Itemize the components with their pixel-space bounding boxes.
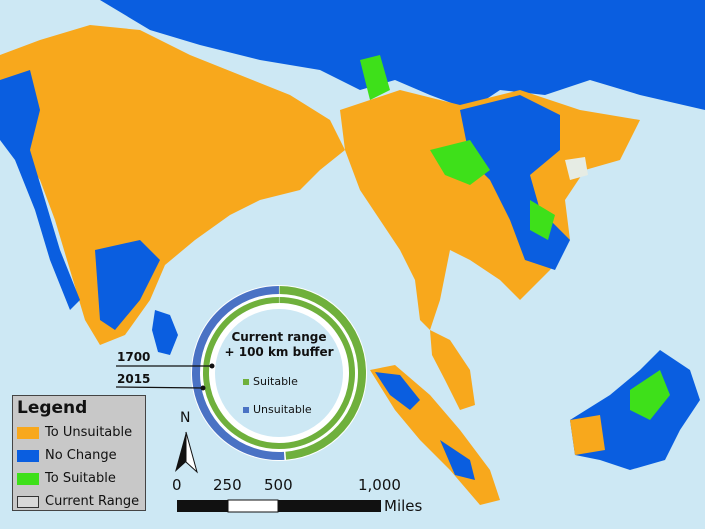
- region-india-blue-west: [0, 70, 80, 310]
- scale-unit: Miles: [384, 497, 423, 515]
- swatch: [17, 495, 39, 508]
- region-sri-lanka: [152, 310, 178, 355]
- scale-bar-seg-1: [177, 500, 228, 512]
- scale-bar-seg-2: [227, 499, 279, 513]
- region-india-blue-south: [95, 240, 160, 330]
- unsuitable-swatch: [243, 406, 249, 413]
- donut-legend-unsuitable: Unsuitable: [243, 403, 312, 416]
- year-label-1700: 1700: [117, 350, 151, 364]
- ring-2015-unsuitable-arc: [192, 286, 285, 460]
- legend-item-to-suitable: To Suitable: [17, 467, 141, 490]
- region-india: [0, 25, 345, 345]
- donut-title-line2: + 100 km buffer: [224, 345, 334, 359]
- region-borneo-orange: [570, 415, 605, 455]
- scale-tick-500: 500: [264, 476, 293, 494]
- ring-1700-suitable-arc: [203, 297, 356, 449]
- legend: Legend To Unsuitable No Change To Suitab…: [12, 395, 146, 511]
- donut-chart: [191, 285, 367, 461]
- swatch: [17, 449, 39, 462]
- north-label: N: [180, 410, 191, 426]
- north-arrow-icon: [175, 431, 198, 474]
- donut-title-line1: Current range: [231, 330, 327, 344]
- suitable-label: Suitable: [253, 375, 298, 388]
- legend-label: To Unsuitable: [45, 425, 133, 440]
- region-indochina-green: [360, 55, 555, 240]
- legend-item-current-range: Current Range: [17, 490, 141, 513]
- region-north-no-change: [100, 0, 705, 110]
- legend-label: To Suitable: [45, 471, 116, 486]
- region-borneo-green: [630, 370, 670, 420]
- scale-tick-250: 250: [213, 476, 242, 494]
- suitable-swatch: [243, 378, 249, 385]
- donut-title: Current range + 100 km buffer: [220, 330, 338, 360]
- legend-item-to-unsuitable: To Unsuitable: [17, 421, 141, 444]
- donut-legend-suitable: Suitable: [243, 375, 298, 388]
- legend-label: No Change: [45, 448, 117, 463]
- island-hainan: [565, 157, 588, 180]
- region-sumatra-blue: [375, 372, 475, 480]
- scale-tick-0: 0: [172, 476, 182, 494]
- legend-item-no-change: No Change: [17, 444, 141, 467]
- scale-tick-1000: 1,000: [358, 476, 401, 494]
- leader-line-2015: [115, 386, 204, 389]
- scale-bar-seg-3: [278, 500, 381, 512]
- region-malay: [430, 330, 475, 410]
- legend-title: Legend: [17, 398, 88, 418]
- swatch: [17, 426, 39, 439]
- unsuitable-label: Unsuitable: [253, 403, 312, 416]
- legend-label: Current Range: [45, 494, 140, 509]
- leader-dot-2015: [200, 385, 206, 391]
- swatch: [17, 472, 39, 485]
- region-indochina: [340, 90, 640, 330]
- leader-dot-1700: [209, 363, 215, 369]
- ring-2015-suitable-arc: [279, 286, 366, 460]
- year-label-2015: 2015: [117, 372, 151, 386]
